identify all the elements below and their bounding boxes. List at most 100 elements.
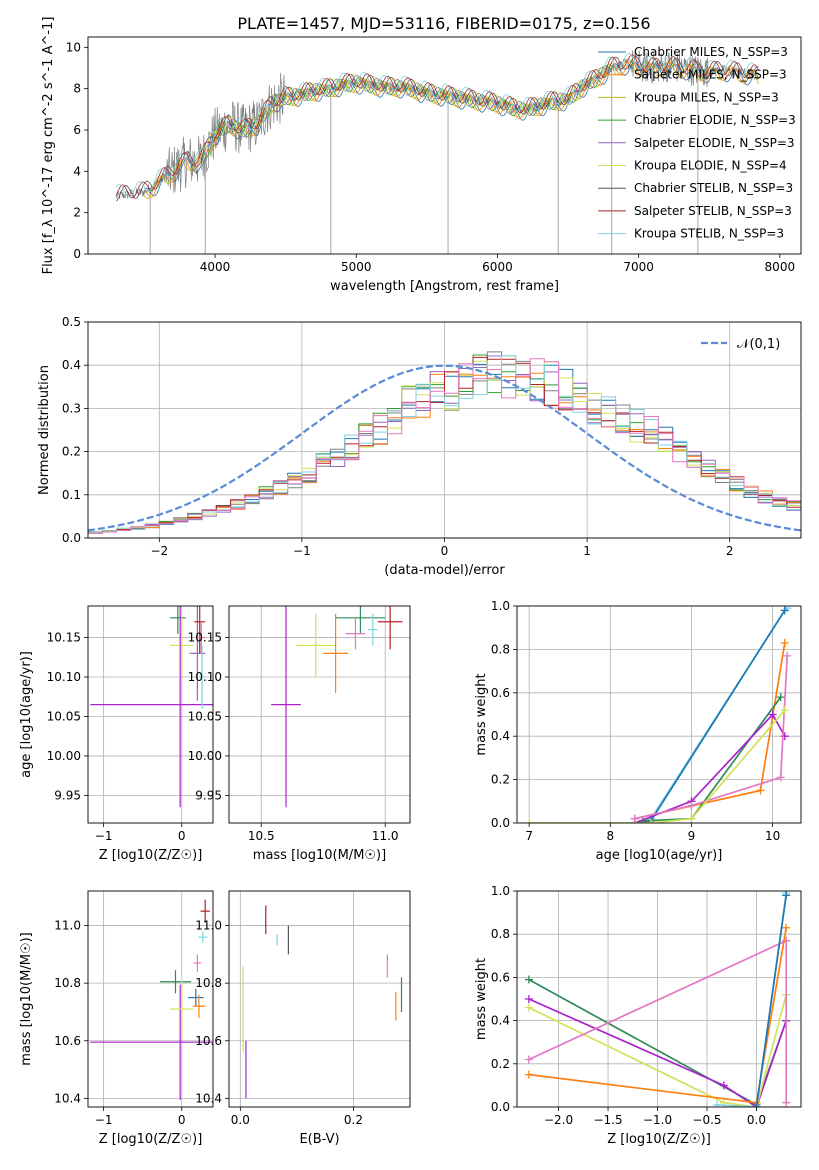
error-bars bbox=[242, 905, 403, 1099]
x-tick-label: −1.5 bbox=[593, 1113, 622, 1127]
model-fit-line bbox=[144, 61, 759, 197]
y-tick-label: 0.0 bbox=[491, 1100, 510, 1114]
histograms bbox=[88, 351, 801, 534]
weight-line bbox=[528, 998, 788, 1107]
x-tick-label: 0 bbox=[178, 829, 186, 843]
x-tick-label: 7000 bbox=[623, 260, 654, 274]
y-tick-label: 0.6 bbox=[491, 686, 510, 700]
x-axis-label: Z [log10(Z/Z☉)] bbox=[99, 848, 203, 863]
y-tick-label: 0.0 bbox=[62, 531, 81, 545]
y-tick-label: 11.0 bbox=[54, 919, 81, 933]
gaussian-curve bbox=[88, 364, 801, 532]
y-tick-label: 0.2 bbox=[491, 1057, 510, 1071]
x-tick-label: −0.5 bbox=[692, 1113, 721, 1127]
x-tick-label: 6000 bbox=[482, 260, 513, 274]
model-fit-line bbox=[200, 67, 611, 168]
weight-vs-Z-panel: −2.0 −1.5 −1.0 −0.5 0.0 0.0 0.2 0.4 0.6 0.8 1.0 Z [… bbox=[474, 884, 802, 1147]
weight-marker bbox=[776, 693, 785, 702]
residuals-panel: −2 −1 0 1 2 0.0 0.1 0.2 0.3 0.4 0.5 (data-model)/er… bbox=[37, 315, 802, 578]
y-axis-label: mass weight bbox=[474, 958, 489, 1040]
y-tick-label: 6 bbox=[73, 123, 81, 137]
x-axis-label: Z [log10(Z/Z☉)] bbox=[99, 1132, 203, 1147]
y-tick-label: 10.00 bbox=[188, 749, 222, 763]
y-tick-label: 0.2 bbox=[491, 773, 510, 787]
y-tick-label: 0.0 bbox=[491, 816, 510, 830]
legend-entry: Salpeter MILES, N_SSP=3 bbox=[634, 68, 787, 82]
model-fit-line bbox=[115, 55, 759, 202]
y-tick-label: 0.4 bbox=[491, 729, 510, 743]
weight-marker bbox=[776, 773, 785, 782]
age-vs-mass-panel: 10.5 11.0 9.95 10.00 10.05 10.10 10.15 mass [lo… bbox=[188, 605, 411, 863]
x-tick-label: −2.0 bbox=[544, 1113, 573, 1127]
weight-marker bbox=[782, 891, 791, 900]
plot-frame bbox=[87, 36, 802, 255]
weight-line bbox=[634, 642, 786, 820]
x-tick-label: 8000 bbox=[765, 260, 796, 274]
y-axis-label: Flux [f_λ 10^-17 erg cm^-2 s^-1 A^-1] bbox=[41, 17, 56, 275]
x-tick-label: −1 bbox=[95, 829, 113, 843]
x-tick-label: −1.0 bbox=[643, 1113, 672, 1127]
weight-marker bbox=[525, 819, 534, 823]
x-axis-label: Z [log10(Z/Z☉)] bbox=[607, 1132, 711, 1147]
weight-marker bbox=[630, 814, 639, 823]
error-bars bbox=[271, 606, 403, 808]
x-tick-label: −1 bbox=[95, 1113, 113, 1127]
legend-entry: 𝒩(0,1) bbox=[737, 337, 780, 352]
weight-marker bbox=[646, 819, 655, 823]
y-tick-label: 8 bbox=[73, 82, 81, 96]
mass-vs-EBV-panel: 0.0 0.2 10.4 10.6 10.8 11.0 E(B-V) bbox=[195, 890, 411, 1147]
weight-marker bbox=[524, 1003, 533, 1012]
legend-entry: Kroupa STELIB, N_SSP=3 bbox=[634, 227, 784, 241]
weight-lines bbox=[524, 891, 791, 1107]
plot-frame bbox=[228, 605, 411, 824]
weight-line bbox=[634, 655, 789, 820]
x-tick-label: 10 bbox=[765, 829, 780, 843]
weight-marker bbox=[780, 706, 789, 715]
y-tick-label: 10.6 bbox=[195, 1034, 222, 1048]
weight-marker bbox=[782, 1098, 791, 1107]
plot-frame bbox=[87, 605, 214, 824]
y-tick-label: 0.4 bbox=[491, 1014, 510, 1028]
x-axis-label: mass [log10(M/M☉)] bbox=[253, 848, 386, 863]
x-tick-label: 9 bbox=[688, 829, 696, 843]
weight-marker bbox=[782, 923, 791, 932]
y-axis-label: mass [log10(M/M☉)] bbox=[19, 932, 34, 1065]
spectrum-curves bbox=[115, 50, 759, 254]
model-fit-line bbox=[115, 52, 759, 198]
y-tick-label: 10.05 bbox=[188, 709, 222, 723]
y-tick-label: 0.8 bbox=[491, 927, 510, 941]
y-tick-label: 10.6 bbox=[54, 1034, 81, 1048]
age-vs-Z-panel: −1 0 9.95 10.00 10.05 10.10 10.15 Z [log10(Z/Z☉… bbox=[19, 605, 214, 863]
y-tick-label: 1.0 bbox=[491, 884, 510, 898]
y-tick-label: 0.6 bbox=[491, 970, 510, 984]
plot-frame bbox=[87, 321, 802, 539]
error-bars bbox=[90, 606, 213, 808]
y-tick-label: 9.95 bbox=[195, 788, 222, 802]
y-tick-label: 10.00 bbox=[47, 749, 81, 763]
plot-frame bbox=[516, 890, 802, 1108]
y-axis-label: Normed distribution bbox=[37, 365, 52, 495]
y-tick-label: 0.2 bbox=[62, 445, 81, 459]
x-axis-label: E(B-V) bbox=[299, 1132, 339, 1147]
y-tick-label: 2 bbox=[73, 206, 81, 220]
y-tick-label: 10.15 bbox=[47, 631, 81, 645]
plot-frame bbox=[516, 605, 802, 824]
x-tick-label: 0.0 bbox=[231, 1113, 250, 1127]
weight-marker bbox=[719, 1081, 728, 1090]
x-tick-label: 0.0 bbox=[747, 1113, 766, 1127]
error-bars bbox=[90, 899, 213, 1100]
weight-lines bbox=[525, 606, 792, 823]
legend-entry: Kroupa ELODIE, N_SSP=4 bbox=[634, 159, 787, 173]
x-tick-label: 8 bbox=[606, 829, 614, 843]
x-tick-label: 0.2 bbox=[344, 1113, 363, 1127]
x-axis-label: (data-model)/error bbox=[384, 563, 505, 578]
legend-entry: Kroupa MILES, N_SSP=3 bbox=[634, 90, 779, 104]
weight-marker bbox=[780, 606, 789, 615]
weight-marker bbox=[524, 1055, 533, 1064]
y-tick-label: 10.10 bbox=[47, 670, 81, 684]
figure-title: PLATE=1457, MJD=53116, FIBERID=0175, z=0… bbox=[237, 14, 650, 33]
y-tick-label: 0 bbox=[73, 247, 81, 261]
weight-vs-age-panel: 7 8 9 10 0.0 0.2 0.4 0.6 0.8 1.0 age [log10(age/yr… bbox=[474, 599, 802, 863]
y-tick-label: 10.10 bbox=[188, 670, 222, 684]
